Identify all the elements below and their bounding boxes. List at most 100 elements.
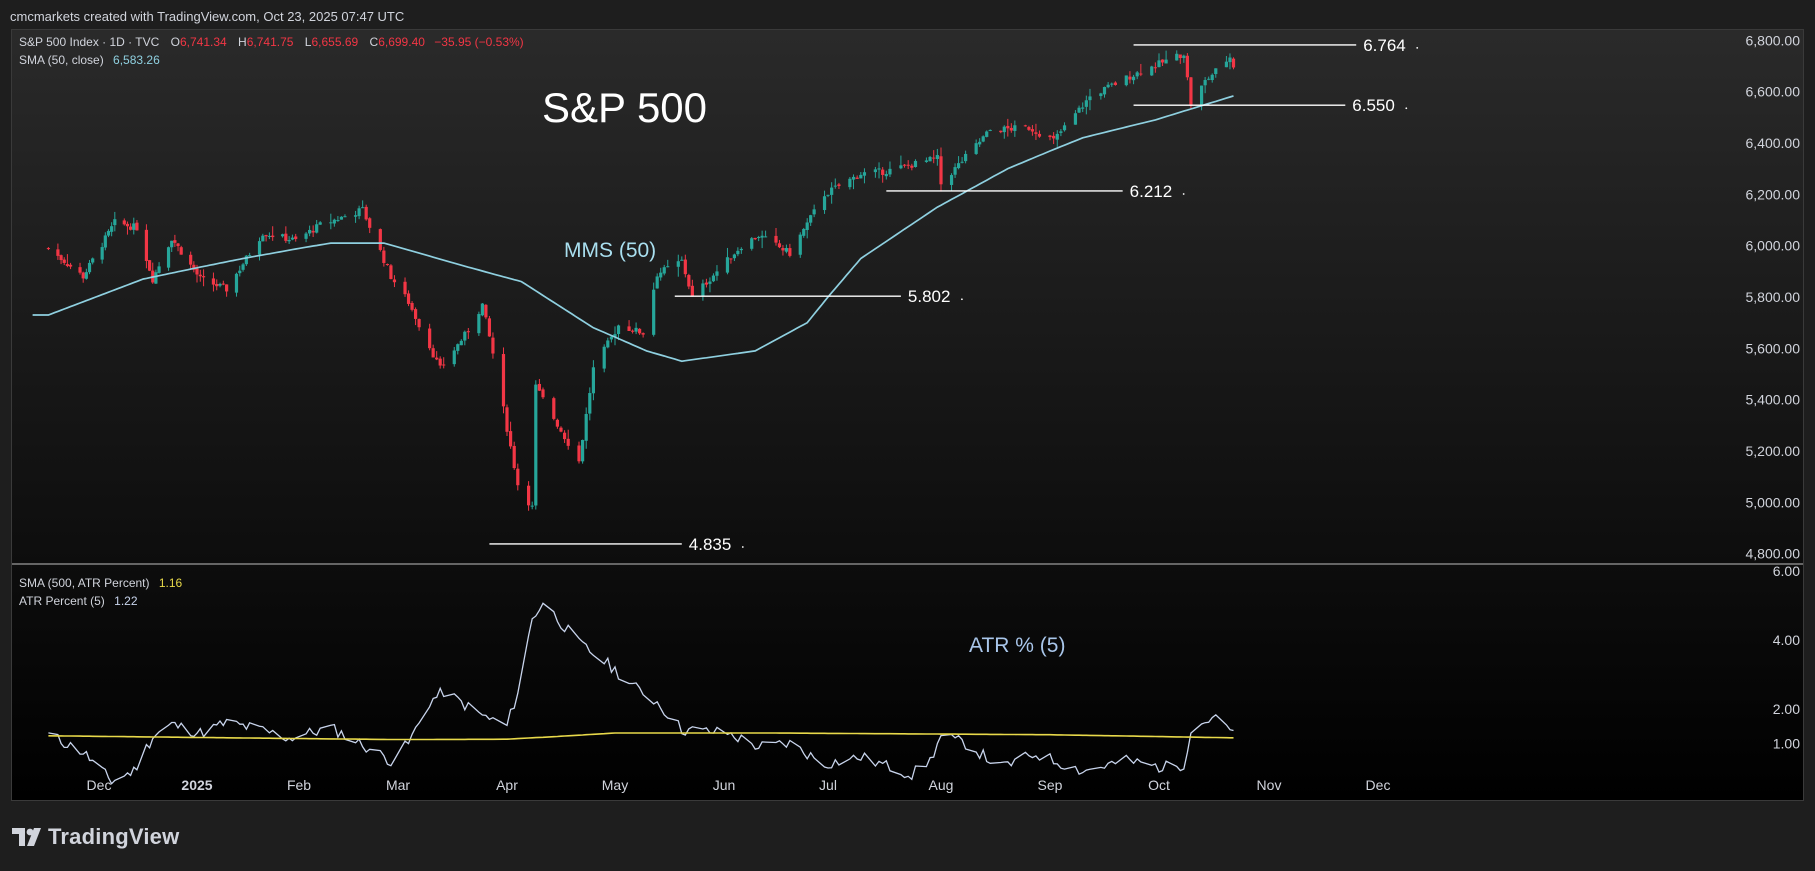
candle[interactable] xyxy=(809,214,813,226)
candle[interactable] xyxy=(851,174,856,190)
candle[interactable] xyxy=(1150,65,1154,76)
candle[interactable] xyxy=(1027,125,1031,131)
candle[interactable] xyxy=(1102,86,1107,98)
candle[interactable] xyxy=(1128,71,1132,84)
candle[interactable] xyxy=(690,279,694,297)
candle[interactable] xyxy=(129,223,133,231)
candle[interactable] xyxy=(1030,125,1035,136)
candle[interactable] xyxy=(701,279,705,301)
candle[interactable] xyxy=(442,357,446,369)
candle[interactable] xyxy=(91,257,95,265)
candle[interactable] xyxy=(1160,59,1165,66)
sma500-legend-label[interactable]: SMA (500, ATR Percent) xyxy=(19,576,150,590)
candle[interactable] xyxy=(477,311,481,336)
candle[interactable] xyxy=(784,244,788,254)
candle[interactable] xyxy=(110,222,114,237)
candle[interactable] xyxy=(985,130,989,138)
candle[interactable] xyxy=(753,237,757,241)
candle[interactable] xyxy=(662,264,666,276)
candle[interactable] xyxy=(627,320,631,332)
candle[interactable] xyxy=(392,275,397,288)
candle[interactable] xyxy=(1037,130,1042,138)
candle[interactable] xyxy=(666,259,670,268)
candle[interactable] xyxy=(812,204,816,218)
candle[interactable] xyxy=(435,351,439,361)
candle[interactable] xyxy=(87,259,92,275)
candle[interactable] xyxy=(609,335,613,343)
candle[interactable] xyxy=(902,163,907,168)
candle[interactable] xyxy=(241,262,245,272)
candle[interactable] xyxy=(264,234,268,242)
candle[interactable] xyxy=(1135,70,1139,80)
candle[interactable] xyxy=(932,150,936,164)
candle[interactable] xyxy=(1224,56,1229,68)
candle[interactable] xyxy=(357,205,361,220)
candle[interactable] xyxy=(78,262,82,275)
level-line[interactable]: 5.802 xyxy=(674,287,963,306)
candle[interactable] xyxy=(913,159,918,168)
candle[interactable] xyxy=(884,170,888,180)
candle[interactable] xyxy=(949,173,954,192)
candle[interactable] xyxy=(84,268,88,280)
candle[interactable] xyxy=(157,262,161,274)
candle[interactable] xyxy=(201,269,206,287)
candle[interactable] xyxy=(1084,95,1088,115)
candle[interactable] xyxy=(953,163,957,178)
candle[interactable] xyxy=(1062,122,1067,132)
candle[interactable] xyxy=(364,204,368,221)
candle[interactable] xyxy=(764,230,768,238)
candle[interactable] xyxy=(881,167,885,183)
candle[interactable] xyxy=(655,273,659,289)
candle[interactable] xyxy=(555,418,559,429)
candle[interactable] xyxy=(410,301,414,312)
candle[interactable] xyxy=(563,430,567,443)
atr-pane[interactable] xyxy=(48,602,1234,785)
candle[interactable] xyxy=(1124,75,1128,87)
candle[interactable] xyxy=(999,130,1003,134)
candle[interactable] xyxy=(750,237,754,251)
candle[interactable] xyxy=(935,148,939,166)
candle[interactable] xyxy=(304,231,308,243)
candle[interactable] xyxy=(459,339,463,346)
candle[interactable] xyxy=(862,168,867,184)
candle[interactable] xyxy=(403,277,407,297)
candle[interactable] xyxy=(584,407,588,449)
atr-legend-label[interactable]: ATR Percent (5) xyxy=(19,594,105,608)
candle[interactable] xyxy=(1189,76,1193,110)
chart-frame[interactable]: 6.764 6.550 6.212 5.802 4.835 6,800.00 6,600.… xyxy=(11,29,1804,801)
candle[interactable] xyxy=(505,404,509,437)
level-line[interactable]: 6.550 xyxy=(1133,96,1408,115)
candle[interactable] xyxy=(1113,81,1117,86)
candle[interactable] xyxy=(382,246,386,267)
candle[interactable] xyxy=(910,163,914,171)
candle[interactable] xyxy=(680,256,684,261)
candle[interactable] xyxy=(512,441,516,470)
candle[interactable] xyxy=(964,150,968,164)
candle[interactable] xyxy=(484,304,488,320)
candle[interactable] xyxy=(541,387,545,400)
candle[interactable] xyxy=(833,178,837,189)
candle[interactable] xyxy=(725,247,730,275)
candle[interactable] xyxy=(144,224,149,269)
candle[interactable] xyxy=(729,258,733,264)
candle[interactable] xyxy=(1139,63,1143,77)
level-line[interactable]: 4.835 xyxy=(489,535,744,554)
candle[interactable] xyxy=(438,356,442,369)
candle[interactable] xyxy=(1013,120,1017,137)
candle[interactable] xyxy=(859,172,863,179)
candle[interactable] xyxy=(1131,74,1136,85)
candle[interactable] xyxy=(257,237,262,261)
candle[interactable] xyxy=(1210,73,1214,83)
sma50-legend-label[interactable]: SMA (50, close) xyxy=(19,53,104,67)
candle[interactable] xyxy=(1110,82,1114,87)
candle[interactable] xyxy=(1073,110,1078,125)
candle[interactable] xyxy=(1203,77,1207,94)
candle[interactable] xyxy=(315,219,319,234)
symbol-label[interactable]: S&P 500 Index · 1D · TVC xyxy=(19,35,160,49)
candle[interactable] xyxy=(1052,132,1056,145)
sma50-line[interactable] xyxy=(32,95,1234,363)
candle[interactable] xyxy=(189,251,193,271)
candle[interactable] xyxy=(939,147,943,192)
candle[interactable] xyxy=(591,360,595,401)
candle[interactable] xyxy=(378,228,382,252)
